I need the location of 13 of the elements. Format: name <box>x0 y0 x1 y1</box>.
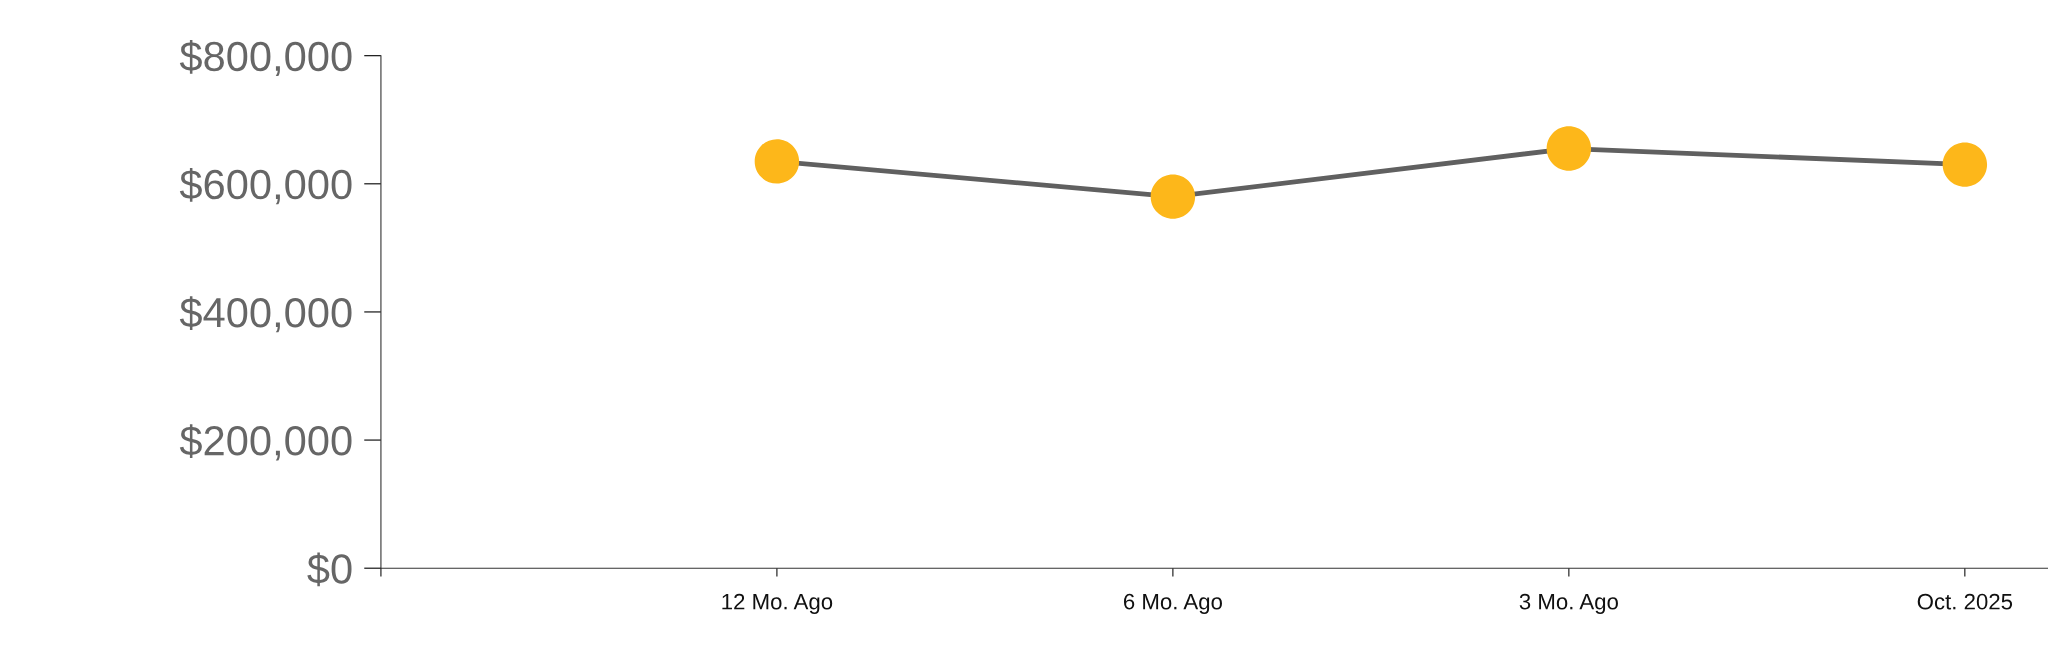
point <box>754 139 800 184</box>
y-tick-label: $600,000 <box>179 168 352 205</box>
point <box>1546 126 1592 171</box>
y-tick-label: $400,000 <box>179 296 352 333</box>
y-tick-label: $200,000 <box>179 424 352 461</box>
y-tick-label: $800,000 <box>179 39 352 77</box>
point <box>1150 174 1196 219</box>
x-tick-label: 3 Mo. Ago <box>1519 593 1618 614</box>
point <box>1942 142 1988 187</box>
x-tick-label: 12 Mo. Ago <box>722 593 833 614</box>
y-tick-label: $0 <box>307 552 352 587</box>
x-tick-label: Oct. 2025 <box>1917 593 2013 610</box>
x-tick-label: 6 Mo. Ago <box>1123 593 1222 614</box>
